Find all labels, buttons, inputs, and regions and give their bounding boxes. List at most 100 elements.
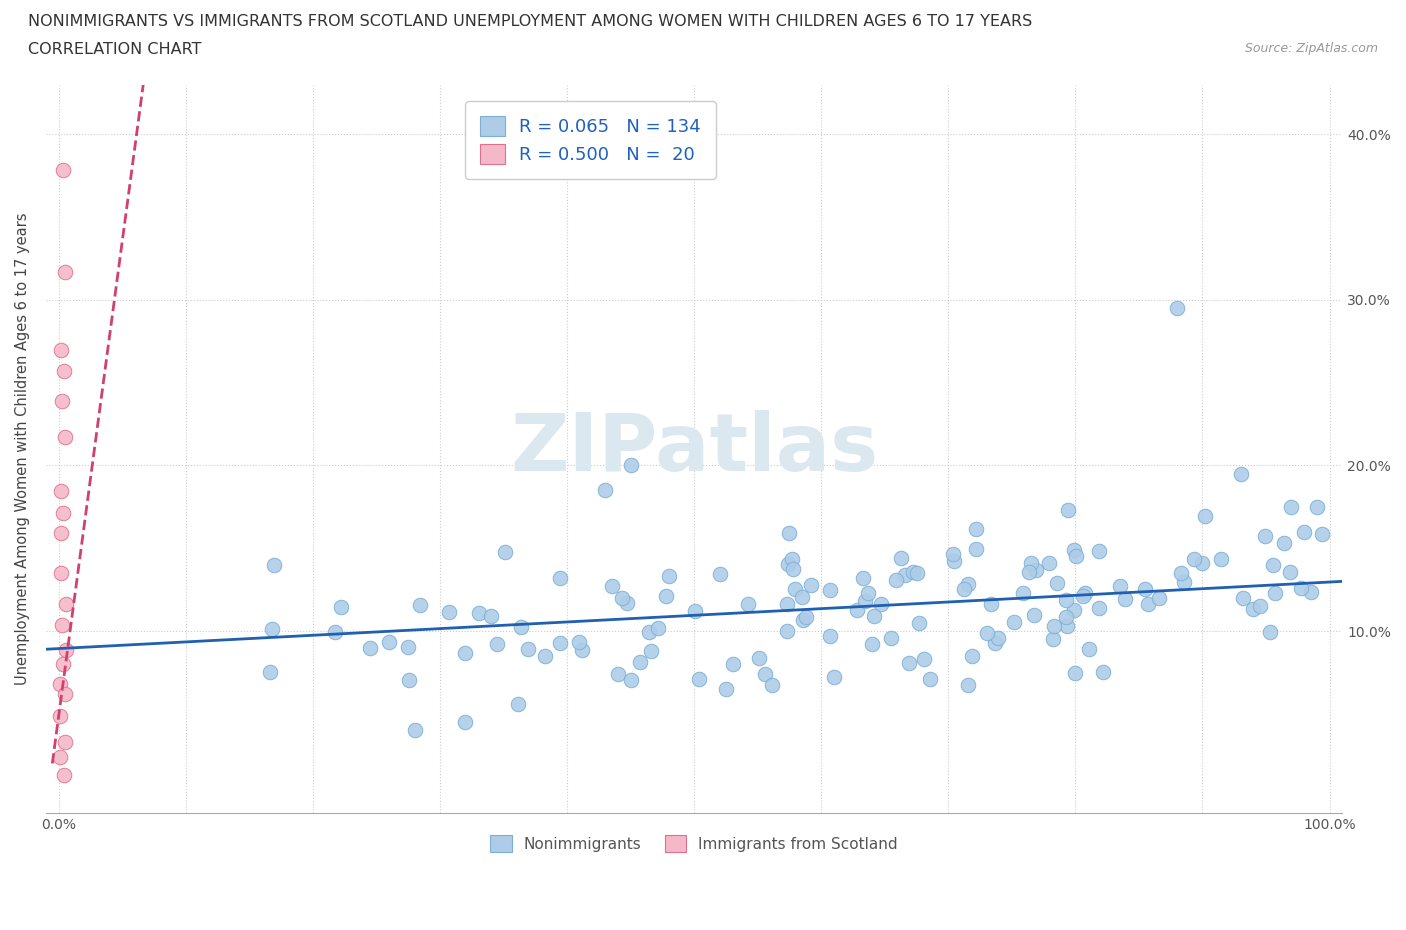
Point [1042, 631, 1064, 646]
Point [548, 635, 571, 650]
Point [262, 621, 284, 636]
Point [853, 593, 876, 608]
Point [776, 597, 799, 612]
Point [818, 583, 841, 598]
Point [792, 613, 814, 628]
Point [1038, 556, 1060, 571]
Point [1147, 591, 1170, 605]
Point [1054, 609, 1077, 624]
Point [259, 664, 281, 679]
Point [479, 609, 502, 624]
Point [965, 542, 987, 557]
Point [52, 506, 75, 521]
Point [912, 652, 935, 667]
Point [404, 723, 426, 737]
Point [1114, 591, 1136, 606]
Point [510, 619, 533, 634]
Point [1002, 615, 1025, 630]
Point [454, 645, 477, 660]
Point [53, 768, 76, 783]
Point [1088, 544, 1111, 559]
Point [628, 655, 651, 670]
Point [957, 577, 980, 591]
Point [1063, 666, 1085, 681]
Point [1191, 556, 1213, 571]
Point [1063, 542, 1085, 557]
Point [640, 644, 662, 658]
Point [1289, 581, 1312, 596]
Point [1294, 525, 1316, 539]
Point [607, 666, 630, 681]
Point [51, 565, 73, 580]
Point [754, 667, 776, 682]
Point [1056, 618, 1078, 633]
Point [794, 609, 817, 624]
Point [439, 604, 461, 619]
Point [709, 566, 731, 581]
Point [1243, 602, 1265, 617]
Point [1232, 591, 1254, 605]
Point [962, 648, 984, 663]
Point [506, 697, 529, 711]
Point [1077, 642, 1099, 657]
Point [898, 656, 921, 671]
Point [776, 557, 799, 572]
Text: NONIMMIGRANTS VS IMMIGRANTS FROM SCOTLAND UNEMPLOYMENT AMONG WOMEN WITH CHILDREN: NONIMMIGRANTS VS IMMIGRANTS FROM SCOTLAN… [28, 14, 1032, 29]
Point [53, 686, 76, 701]
Point [1166, 300, 1188, 315]
Point [1170, 565, 1192, 580]
Point [534, 649, 557, 664]
Point [1306, 499, 1329, 514]
Point [53, 364, 76, 379]
Point [548, 570, 571, 585]
Point [55, 643, 77, 658]
Point [823, 670, 845, 684]
Point [377, 635, 399, 650]
Point [856, 586, 879, 601]
Point [396, 640, 419, 655]
Point [688, 671, 710, 686]
Point [52, 657, 75, 671]
Point [263, 558, 285, 573]
Point [638, 624, 661, 639]
Point [780, 552, 803, 567]
Legend: Nonimmigrants, Immigrants from Scotland: Nonimmigrants, Immigrants from Scotland [482, 827, 905, 860]
Point [880, 631, 903, 645]
Point [1173, 574, 1195, 589]
Point [820, 629, 842, 644]
Point [1299, 584, 1322, 599]
Point [51, 618, 73, 632]
Point [1136, 596, 1159, 611]
Point [908, 615, 931, 630]
Point [783, 581, 806, 596]
Point [1019, 556, 1042, 571]
Point [984, 636, 1007, 651]
Point [683, 604, 706, 618]
Point [51, 484, 73, 498]
Point [1272, 536, 1295, 551]
Point [1022, 607, 1045, 622]
Point [943, 553, 966, 568]
Point [494, 545, 516, 560]
Point [920, 671, 942, 686]
Point [49, 709, 72, 724]
Point [1057, 502, 1080, 517]
Point [1281, 499, 1303, 514]
Point [1261, 557, 1284, 572]
Point [49, 750, 72, 764]
Point [905, 565, 928, 580]
Point [398, 673, 420, 688]
Point [1088, 601, 1111, 616]
Point [956, 678, 979, 693]
Point [51, 394, 73, 409]
Point [1184, 551, 1206, 566]
Point [1135, 582, 1157, 597]
Text: Source: ZipAtlas.com: Source: ZipAtlas.com [1244, 42, 1378, 55]
Point [329, 599, 352, 614]
Point [761, 677, 783, 692]
Point [689, 160, 711, 175]
Point [737, 596, 759, 611]
Point [55, 596, 77, 611]
Point [721, 657, 744, 671]
Point [1211, 551, 1233, 566]
